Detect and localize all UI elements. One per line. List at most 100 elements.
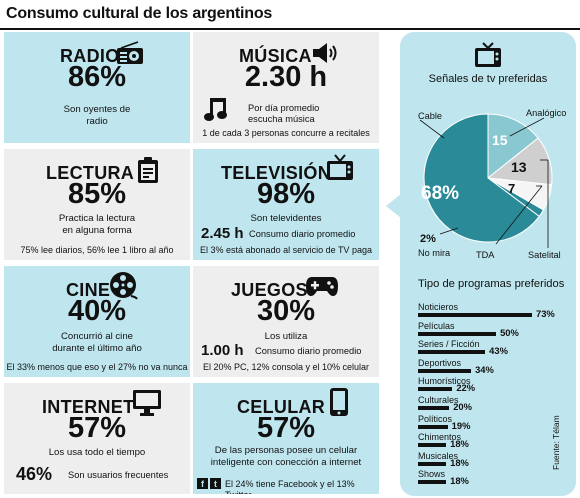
title-rule (0, 28, 580, 30)
card-internet: INTERNET 57% Los usa todo el tiempo 46% … (4, 383, 190, 494)
card-label: CELULAR (237, 397, 326, 417)
bar-category-label: Políticos (418, 413, 453, 424)
bar (418, 350, 486, 355)
monitor-icon (133, 390, 161, 416)
card-extra: El 24% tiene Facebook y el 13% Twitter (225, 479, 355, 494)
slice-label-satelital: 13 (511, 159, 527, 175)
card-value: 57% (67, 412, 127, 444)
bar (418, 424, 448, 429)
bar-value-label: 18% (450, 475, 469, 487)
pie-legend-satelital: Satelital (528, 250, 561, 260)
card-description: Son televidentes (250, 213, 322, 224)
card-value: 57% (256, 412, 316, 444)
leader-tda (495, 185, 543, 245)
twitter-icon: t (210, 478, 221, 489)
card-sub-description: Son usuarios frecuentes (68, 470, 169, 480)
source-note: Fuente: Télam (551, 415, 561, 470)
bar (418, 480, 447, 485)
card-cine: CINE 40% Concurrió al cine durante el úl… (4, 266, 190, 377)
bar-category-label: Chimentos (418, 432, 462, 443)
tv-panel (400, 32, 576, 496)
speaker-icon (313, 43, 337, 63)
card-extra: El 33% menos que eso y el 27% no va nunc… (6, 362, 188, 372)
bar-category-label: Humorísticos (418, 376, 471, 387)
pie-title: Señales de tv preferidas (428, 73, 548, 85)
card-sub-value: 1.00 h (201, 342, 244, 359)
bar (418, 443, 447, 448)
slice-label-cable: 68% (421, 183, 459, 204)
card-description: De las personas posee un celular intelig… (193, 445, 379, 469)
card-lectura: LECTURA 85% Practica la lectura en algun… (4, 149, 190, 260)
card-extra: El 20% PC, 12% consola y el 10% celular (202, 362, 370, 372)
bar (418, 331, 497, 336)
desc-line: Concurrió al cine (61, 331, 133, 342)
infographic-title: Consumo cultural de los argentinos (6, 5, 273, 22)
pie-legend-nomira: No mira (418, 248, 451, 258)
card-description: Los utiliza (264, 331, 308, 342)
bar-value-label: 43% (489, 345, 508, 357)
bar-category-label: Culturales (418, 395, 459, 405)
desc-line: radio (86, 116, 108, 127)
card-description: Por día promedio escucha música (248, 103, 319, 125)
bar (418, 313, 532, 317)
desc-line: durante el último año (52, 343, 142, 354)
bar (418, 368, 472, 373)
tv-icon (327, 154, 353, 180)
bar-value-label: 22% (456, 382, 476, 394)
radio-icon (117, 41, 143, 64)
card-television: TELEVISIÓN 98% Son televidentes 2.45 h C… (193, 149, 379, 260)
card-value: 85% (67, 178, 127, 210)
card-extra: El 3% está abonado al servicio de TV pag… (200, 245, 372, 255)
tv-icon (475, 42, 501, 67)
card-sub-value: 46% (16, 464, 53, 484)
pie-legend-analogico: Analógico (526, 108, 567, 118)
card-description: Concurrió al cine durante el último año (4, 331, 190, 355)
clipboard-icon (138, 157, 158, 183)
card-label: RADIO (60, 46, 120, 66)
bar-category-label: Shows (418, 469, 446, 480)
desc-line: Practica la lectura (58, 213, 136, 224)
card-description: Son oyentes de radio (4, 104, 190, 128)
card-radio: RADIO 86% Son oyentes de radio (4, 32, 190, 143)
card-description: Practica la lectura en alguna forma (4, 213, 190, 237)
card-value: 86% (67, 61, 127, 93)
card-celular: CELULAR 57% De las personas posee un cel… (193, 383, 379, 494)
leader-analogico (509, 117, 545, 137)
pie-slice-cable (423, 113, 540, 243)
slice-label-nomira: 2% (420, 233, 436, 245)
pie-chart: 68% 15 13 7 2% (419, 113, 553, 248)
bar-value-label: 18% (450, 438, 469, 450)
bar-chart-title: Tipo de programas preferidos (418, 278, 565, 290)
bar-value-label: 50% (500, 326, 519, 338)
card-label: MÚSICA (239, 46, 312, 66)
card-label: TELEVISIÓN (221, 163, 332, 183)
bar-category-label: Noticieros (418, 302, 459, 312)
film-reel-icon (110, 272, 138, 300)
card-label: CINE (66, 280, 111, 300)
desc-line: Por día promedio (248, 103, 320, 113)
card-sub-value: 2.45 h (201, 225, 244, 242)
pie-legend-tda: TDA (476, 250, 495, 260)
bar-value-label: 34% (475, 363, 494, 375)
desc-line: Son oyentes de (63, 104, 131, 115)
bar-value-label: 73% (536, 308, 555, 319)
card-label: JUEGOS (231, 280, 308, 300)
card-extra: 1 de cada 3 personas concurre a recitale… (202, 128, 370, 138)
smartphone-icon (330, 388, 348, 416)
card-value: 98% (256, 178, 316, 210)
gamepad-icon (306, 277, 338, 296)
pie-legend-cable: Cable (418, 111, 443, 121)
desc-line: en alguna forma (62, 225, 132, 236)
bar (418, 387, 453, 392)
card-musica: MÚSICA 2.30 h Por día promedio escucha m… (193, 32, 379, 143)
bar-value-label: 20% (453, 401, 472, 412)
card-value: 30% (256, 295, 316, 327)
leader-cable (419, 119, 445, 139)
card-label: INTERNET (42, 397, 135, 417)
card-value: 40% (67, 295, 127, 327)
card-juegos: JUEGOS 30% Los utiliza 1.00 h Consumo di… (193, 266, 379, 377)
bar-category-label: Musicales (418, 450, 459, 461)
bar-category-label: Deportivos (418, 357, 462, 368)
desc-line: inteligente con conección a internet (210, 457, 362, 468)
card-label: LECTURA (46, 163, 135, 183)
